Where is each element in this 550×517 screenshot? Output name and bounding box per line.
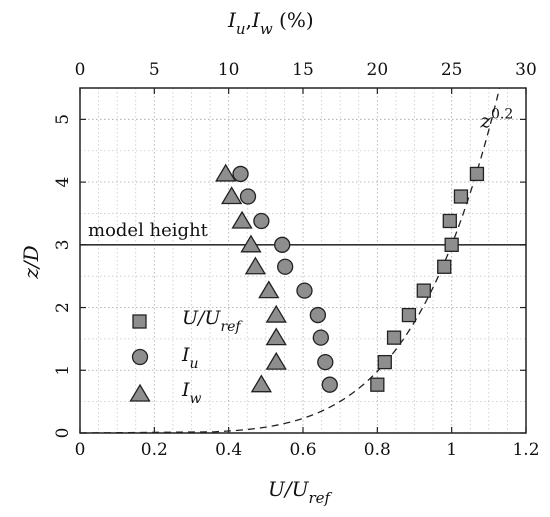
triangle-point	[215, 163, 237, 182]
y-tick-label: 4	[53, 177, 73, 188]
y-tick-label: 3	[53, 239, 73, 250]
power-law-curve	[79, 87, 501, 434]
triangle-point	[244, 256, 267, 275]
x-tick-label: 0.8	[364, 440, 391, 460]
legend-square-marker	[132, 314, 147, 329]
top-tick-label: 25	[441, 60, 463, 80]
y-axis-title: z/D	[19, 245, 43, 279]
grid	[80, 88, 526, 433]
square-point	[444, 237, 459, 252]
tick-labels: 0 0.2 0.4 0.6 0.8 1 1.2 0 5 10 15 20 25 30 0 1 2 3 4 5	[53, 60, 540, 460]
triangle-point	[258, 280, 280, 299]
legend-entry-iu-main: I	[181, 344, 190, 366]
curve-label-base: z	[479, 108, 491, 132]
top-axis-title-sep: ,	[246, 8, 252, 32]
triangle-point	[265, 327, 287, 346]
y-tick-label: 5	[53, 114, 73, 125]
circle-point	[274, 236, 291, 253]
legend-entry-iu: Iu	[181, 344, 199, 372]
ticks	[79, 88, 527, 434]
y-tick-label: 1	[53, 365, 73, 376]
square-point	[442, 213, 457, 229]
square-point	[377, 354, 392, 370]
circle-point	[321, 376, 338, 393]
circle-point	[312, 329, 329, 346]
legend-entry-u-sub: ref	[220, 319, 243, 335]
top-tick-label: 5	[149, 60, 160, 80]
x-axis-title-sub: ref	[308, 489, 332, 507]
top-axis-title-b: I	[251, 8, 261, 32]
top-tick-label: 20	[367, 60, 389, 80]
circle-point	[296, 282, 313, 299]
top-tick-label: 30	[515, 60, 537, 80]
power-law-curve-path	[79, 87, 501, 434]
x-axis-title-main: U/U	[268, 477, 310, 501]
legend-entry-iw: Iw	[181, 379, 202, 407]
x-tick-label: 1.2	[512, 440, 539, 460]
legend-circle-marker	[131, 348, 149, 366]
top-axis-title-unit: (%)	[273, 8, 314, 32]
top-axis-title-a: I	[227, 8, 237, 32]
curve-label-exponent: 0.2	[491, 106, 513, 122]
legend-entry-u-main: U/U	[182, 307, 221, 329]
triangle-point	[220, 186, 243, 205]
data-marks	[215, 163, 485, 393]
circle-point	[277, 258, 294, 275]
y-tick-label: 2	[53, 302, 73, 313]
top-tick-label: 0	[75, 60, 86, 80]
circle-point	[317, 353, 334, 371]
top-tick-label: 15	[292, 60, 314, 80]
x-tick-label: 1	[446, 440, 457, 460]
square-point	[401, 307, 417, 323]
legend-triangle-marker	[129, 383, 151, 402]
top-axis-title: Iu,Iw (%)	[227, 8, 314, 38]
square-point	[370, 377, 385, 392]
x-tick-label: 0.6	[289, 440, 316, 460]
x-tick-label: 0.4	[215, 440, 242, 460]
circle-point	[232, 165, 249, 183]
triangle-point	[265, 351, 287, 370]
top-axis-title-b-sub: w	[260, 20, 273, 38]
x-axis-title: U/Uref	[268, 477, 333, 507]
legend-entry-u: U/Uref	[182, 307, 243, 335]
circle-point	[309, 306, 327, 324]
square-point	[386, 330, 402, 345]
triangle-point	[240, 234, 262, 253]
square-point	[416, 283, 431, 298]
x-tick-label: 0	[75, 440, 86, 460]
legend-entry-iw-main: I	[181, 379, 190, 401]
square-point	[469, 166, 485, 182]
y-tick-label: 0	[53, 428, 73, 439]
triangle-point	[250, 374, 273, 393]
circle-point	[239, 188, 257, 205]
triangle-point	[265, 304, 287, 323]
model-height-label: model height	[88, 220, 209, 241]
square-point	[453, 189, 469, 204]
legend-entry-iw-sub: w	[190, 391, 202, 407]
curve-label: z0.2	[479, 106, 513, 132]
triangle-point	[231, 210, 253, 229]
top-tick-label: 10	[218, 60, 240, 80]
legend: U/Uref Iu Iw	[129, 307, 243, 407]
x-tick-label: 0.2	[141, 440, 168, 460]
circle-point	[253, 212, 270, 230]
square-point	[437, 259, 452, 274]
top-axis-title-a-sub: u	[236, 20, 246, 38]
legend-entry-iu-sub: u	[190, 356, 199, 372]
